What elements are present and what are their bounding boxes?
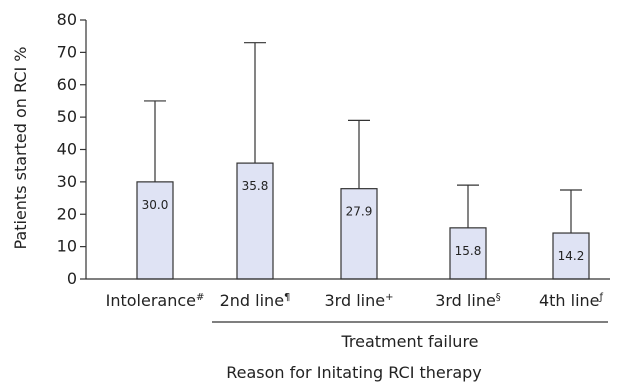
x-category-label: Intolerance# — [106, 291, 205, 310]
y-axis: 0 10 20 30 40 50 60 70 80 — [57, 10, 87, 288]
y-tick-label: 80 — [57, 10, 77, 29]
x-axis-title: Reason for Initating RCI therapy — [226, 363, 482, 382]
bar — [136, 181, 174, 280]
bar — [449, 227, 487, 280]
x-category-label: 2nd line¶ — [220, 291, 291, 310]
y-tick-label: 40 — [57, 140, 77, 159]
y-tick-label: 10 — [57, 237, 77, 256]
bars: 30.0 35.8 27.9 15.8 14.2 — [136, 42, 590, 280]
y-tick-label: 30 — [57, 172, 77, 191]
x-category-label: 4th lineƒ — [539, 291, 604, 310]
y-tick-label: 0 — [67, 269, 77, 288]
bar-value-label: 15.8 — [455, 244, 482, 258]
bar-value-label: 30.0 — [142, 198, 169, 212]
y-tick-label: 50 — [57, 107, 77, 126]
treatment-failure-label: Treatment failure — [340, 332, 478, 351]
x-axis: Intolerance# 2nd line¶ 3rd line+ 3rd line§ 4… — [86, 278, 610, 310]
bar — [340, 188, 378, 280]
x-category-label: 3rd line§ — [435, 291, 501, 310]
bar — [236, 162, 274, 280]
bar-value-label: 27.9 — [346, 205, 373, 219]
bar-value-label: 35.8 — [242, 179, 269, 193]
y-tick-label: 70 — [57, 42, 77, 61]
x-category-label: 3rd line+ — [325, 291, 394, 310]
y-axis-title: Patients started on RCI % — [11, 47, 30, 250]
y-tick-label: 60 — [57, 75, 77, 94]
bar — [552, 232, 590, 280]
y-tick-label: 20 — [57, 204, 77, 223]
bar-value-label: 14.2 — [558, 249, 585, 263]
